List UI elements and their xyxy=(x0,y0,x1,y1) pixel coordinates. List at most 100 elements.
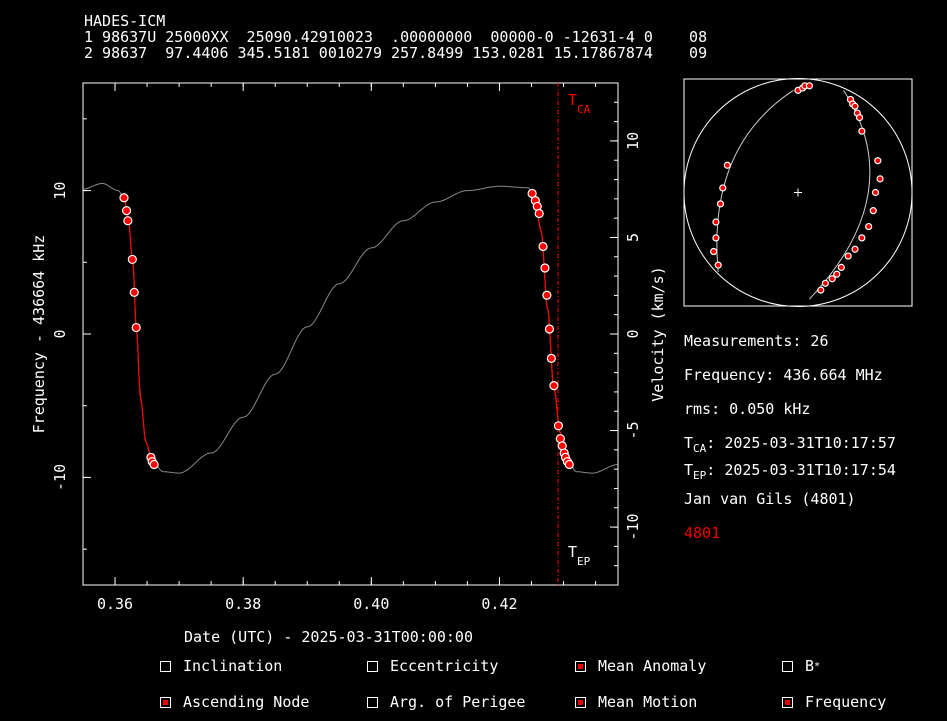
option-label: Frequency xyxy=(805,693,887,711)
option-eccentricity[interactable]: Eccentricity xyxy=(367,657,498,675)
track-point xyxy=(805,82,814,90)
data-point xyxy=(544,324,555,334)
y-tick-label: 10 xyxy=(51,182,69,200)
track-point xyxy=(837,263,845,272)
option-mean-motion[interactable]: Mean Motion xyxy=(575,693,697,711)
track-point xyxy=(858,127,866,135)
rms-value: rms: 0.050 kHz xyxy=(684,400,811,418)
data-point xyxy=(131,322,141,333)
station-id: 4801 xyxy=(684,524,721,542)
track-point xyxy=(712,218,720,226)
data-point xyxy=(549,381,559,391)
tca-label-sub: CA xyxy=(577,103,591,116)
option-inclination[interactable]: Inclination xyxy=(160,657,282,675)
track-point xyxy=(723,161,731,169)
tep-value: : 2025-03-31T10:17:54 xyxy=(706,461,896,479)
checkbox-bstar[interactable] xyxy=(782,660,793,672)
y2-tick-label: -5 xyxy=(624,422,642,440)
x-tick-label: 0.36 xyxy=(97,595,133,613)
data-point xyxy=(564,459,574,470)
observer: Jan van Gils (4801) xyxy=(684,490,856,508)
track-point xyxy=(865,222,873,231)
track-point xyxy=(714,261,722,269)
data-point xyxy=(534,208,544,219)
option-label: Ascending Node xyxy=(183,693,310,711)
data-point xyxy=(129,287,139,298)
data-point xyxy=(542,290,552,300)
track-point xyxy=(719,184,727,192)
track-point xyxy=(712,234,720,242)
track-point xyxy=(716,200,725,208)
y2-tick-label: 0 xyxy=(624,329,642,338)
checkbox-mean-anomaly[interactable] xyxy=(575,660,586,672)
x-tick-label: 0.42 xyxy=(481,595,517,613)
option-label: Arg. of Perigee xyxy=(390,693,526,711)
option-label: Eccentricity xyxy=(390,657,499,675)
model-curve xyxy=(83,182,618,474)
y-tick-label: -10 xyxy=(51,464,69,491)
y2-tick-label: -10 xyxy=(624,514,642,541)
checkbox-ascending-node[interactable] xyxy=(160,696,171,708)
data-point xyxy=(127,254,137,265)
satellite-name: HADES-ICM xyxy=(84,12,166,30)
tep-label: T xyxy=(568,543,577,561)
tle-line-1: 1 98637U 25000XX 25090.42910023 .0000000… xyxy=(84,28,708,46)
data-point xyxy=(546,353,556,363)
option-arg-perigee[interactable]: Arg. of Perigee xyxy=(367,693,525,711)
option-mean-anomaly[interactable]: Mean Anomaly xyxy=(575,657,706,675)
track-point xyxy=(828,275,836,283)
y-axis-label: Frequency - 436664 kHz xyxy=(30,235,48,434)
track-point xyxy=(855,113,864,122)
option-ascending-node[interactable]: Ascending Node xyxy=(160,693,309,711)
track-point xyxy=(876,175,884,183)
tle-line-2: 2 98637 97.4406 345.5181 0010279 257.849… xyxy=(84,44,708,62)
option-label: Inclination xyxy=(183,657,283,675)
tca-time: TCA: 2025-03-31T10:17:57 xyxy=(684,434,896,455)
plot-area: 0.36 0.38 0.40 0.42 -10 0 10 -10 -5 0 5 10 Frequency… xyxy=(30,82,667,613)
tep-sub: EP xyxy=(693,469,707,482)
option-label: Mean Motion xyxy=(598,693,698,711)
data-point xyxy=(123,216,133,226)
data-point xyxy=(538,241,548,252)
tep-prefix: T xyxy=(684,461,694,479)
checkbox-eccentricity[interactable] xyxy=(367,660,378,672)
plot-frame xyxy=(82,82,619,586)
x-axis-label: Date (UTC) - 2025-03-31T00:00:00 xyxy=(184,628,473,646)
data-point xyxy=(149,459,159,470)
checkbox-inclination[interactable] xyxy=(160,660,171,672)
track-point xyxy=(710,247,718,256)
checkbox-mean-motion[interactable] xyxy=(575,696,586,708)
data-point xyxy=(121,206,132,216)
track-point xyxy=(858,234,866,242)
track-point xyxy=(874,157,882,165)
y-tick-label: 0 xyxy=(51,329,69,338)
option-frequency[interactable]: Frequency xyxy=(782,693,886,711)
track-point xyxy=(851,245,859,253)
tca-sub: CA xyxy=(693,442,707,455)
track-point xyxy=(871,188,880,197)
checkbox-arg-perigee[interactable] xyxy=(367,696,378,708)
ground-track-panel xyxy=(683,78,913,307)
y2-axis-label: Velocity (km/s) xyxy=(649,266,667,401)
option-label: B xyxy=(805,657,815,675)
track-point xyxy=(851,102,859,110)
measurements-count: Measurements: 26 xyxy=(684,332,829,350)
horizon-circle xyxy=(683,78,913,307)
data-point xyxy=(540,263,550,273)
track-point xyxy=(869,207,877,215)
x-tick-label: 0.40 xyxy=(353,595,389,613)
track-point xyxy=(844,252,852,260)
tca-value: : 2025-03-31T10:17:57 xyxy=(706,434,896,452)
tca-label: T xyxy=(568,91,577,109)
checkbox-frequency[interactable] xyxy=(782,696,793,708)
y2-tick-label: 10 xyxy=(624,132,642,150)
option-bstar[interactable]: B * xyxy=(782,657,820,675)
track-point xyxy=(821,279,829,287)
tep-label-sub: EP xyxy=(577,555,591,568)
data-point xyxy=(553,421,564,431)
y2-tick-label: 5 xyxy=(624,233,642,242)
frequency-value: Frequency: 436.664 MHz xyxy=(684,366,883,384)
option-sup: * xyxy=(814,660,821,672)
tca-prefix: T xyxy=(684,434,694,452)
